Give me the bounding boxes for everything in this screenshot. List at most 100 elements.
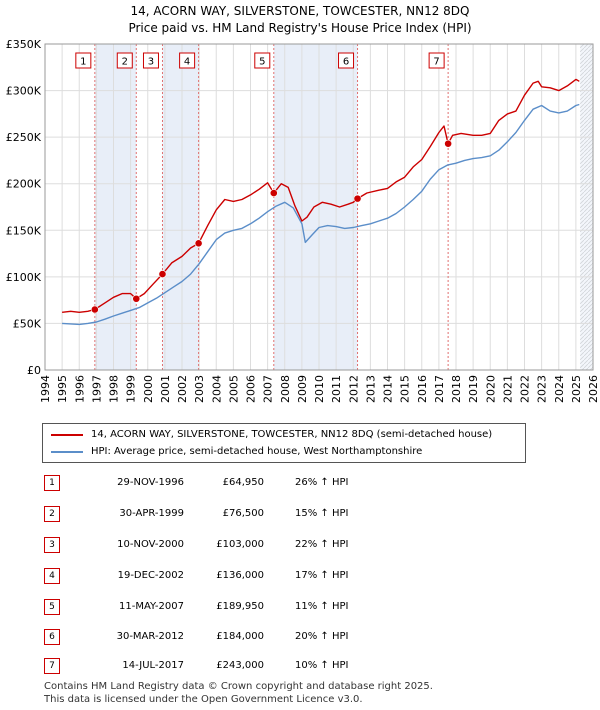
chart-subtitle: Price paid vs. HM Land Registry's House … [128, 21, 472, 35]
y-tick-label: £250K [6, 131, 42, 144]
sale-price: £243,000 [216, 660, 264, 671]
sale-number-badge: 6 [44, 629, 60, 645]
sale-number-box [142, 52, 159, 69]
projection-region [580, 44, 593, 370]
sale-number-box [338, 52, 355, 69]
sale-number-badge: 3 [44, 537, 60, 553]
sale-date: 30-APR-1999 [119, 508, 184, 519]
table-row: 7 14-JUL-2017 £243,000 10% ↑ HPI [42, 657, 562, 675]
table-row: 3 10-NOV-2000 £103,000 22% ↑ HPI [42, 536, 562, 554]
x-tick-label: 2020 [484, 375, 497, 403]
property-series-line [62, 78, 580, 313]
x-tick-label: 2006 [245, 375, 258, 403]
x-tick-label: 2010 [313, 375, 326, 403]
table-row: 6 30-MAR-2012 £184,000 20% ↑ HPI [42, 628, 562, 646]
y-tick-label: £350K [6, 38, 42, 51]
legend-swatch-hpi [51, 451, 83, 453]
sale-number-badge: 5 [44, 599, 60, 615]
footer-licence: This data is licensed under the Open Gov… [44, 694, 363, 705]
sale-number-label: 2 [122, 57, 128, 68]
sale-number-label: 7 [433, 57, 439, 68]
x-tick-label: 1994 [39, 375, 52, 403]
sale-point [194, 239, 203, 248]
sale-number-box [428, 52, 445, 69]
sale-date: 19-DEC-2002 [117, 570, 184, 581]
chart-title-address: 14, ACORN WAY, SILVERSTONE, TOWCESTER, N… [130, 4, 470, 18]
sale-price: £184,000 [216, 631, 264, 642]
x-tick-label: 1995 [56, 375, 69, 403]
sale-point [158, 270, 167, 278]
sale-point [132, 294, 141, 303]
x-tick-label: 2025 [570, 375, 583, 403]
sale-number-box [75, 52, 92, 69]
sale-price: £76,500 [222, 508, 264, 519]
sale-number-badge: 2 [44, 506, 60, 522]
sale-hpi-diff: 26% ↑ HPI [295, 477, 349, 488]
ownership-band [162, 44, 199, 370]
sale-number-badge: 7 [44, 658, 60, 674]
x-tick-label: 2005 [227, 375, 240, 403]
sale-point [444, 139, 453, 148]
sale-price: £103,000 [216, 539, 264, 550]
x-tick-label: 2015 [399, 375, 412, 403]
legend-item-property: 14, ACORN WAY, SILVERSTONE, TOWCESTER, N… [51, 428, 492, 442]
sale-number-box [179, 52, 196, 69]
sale-number-label: 5 [259, 57, 265, 68]
sale-price: £64,950 [222, 477, 264, 488]
x-tick-label: 2008 [279, 375, 292, 403]
sale-hpi-diff: 15% ↑ HPI [295, 508, 349, 519]
hpi-series-line [62, 103, 580, 326]
sale-date: 14-JUL-2017 [122, 660, 184, 671]
sale-point [269, 189, 278, 197]
sale-hpi-diff: 11% ↑ HPI [295, 601, 349, 612]
y-tick-label: £50K [13, 317, 42, 330]
sale-number-box [116, 52, 133, 69]
y-tick-label: £300K [6, 85, 42, 98]
x-tick-label: 2009 [296, 375, 309, 403]
footer-copyright: Contains HM Land Registry data © Crown c… [44, 681, 433, 692]
sale-number-label: 3 [148, 57, 154, 68]
y-tick-label: £100K [6, 271, 42, 284]
x-tick-label: 1996 [73, 375, 86, 403]
y-tick-label: £0 [27, 364, 41, 377]
x-tick-label: 2000 [142, 375, 155, 403]
table-row: 2 30-APR-1999 £76,500 15% ↑ HPI [42, 505, 562, 523]
table-row: 1 29-NOV-1996 £64,950 26% ↑ HPI [42, 474, 562, 492]
sale-hpi-diff: 10% ↑ HPI [295, 660, 349, 671]
sale-hpi-diff: 17% ↑ HPI [295, 570, 349, 581]
x-tick-label: 2013 [364, 375, 377, 403]
sale-number-label: 1 [80, 57, 86, 68]
sale-price: £189,950 [216, 601, 264, 612]
x-tick-label: 2021 [501, 375, 514, 403]
legend-label-property: 14, ACORN WAY, SILVERSTONE, TOWCESTER, N… [91, 429, 493, 440]
y-tick-label: £150K [6, 224, 42, 237]
x-tick-label: 2007 [262, 375, 275, 403]
sale-number-label: 4 [184, 57, 190, 68]
table-row: 5 11-MAY-2007 £189,950 11% ↑ HPI [42, 598, 562, 616]
plot-frame [44, 43, 594, 371]
sale-number-badge: 1 [44, 475, 60, 491]
x-tick-label: 2024 [553, 375, 566, 403]
sale-hpi-diff: 22% ↑ HPI [295, 539, 349, 550]
y-tick-label: £200K [6, 178, 42, 191]
x-tick-label: 2014 [382, 375, 395, 403]
sale-date: 30-MAR-2012 [116, 631, 184, 642]
sale-hpi-diff: 20% ↑ HPI [295, 631, 349, 642]
x-tick-label: 2022 [519, 375, 532, 403]
x-tick-label: 2012 [347, 375, 360, 403]
x-tick-label: 2023 [536, 375, 549, 403]
x-tick-label: 1997 [90, 375, 103, 403]
sale-number-label: 6 [343, 57, 349, 68]
x-tick-label: 2001 [159, 375, 172, 403]
x-tick-label: 2026 [587, 375, 600, 403]
chart-legend: 14, ACORN WAY, SILVERSTONE, TOWCESTER, N… [42, 423, 526, 463]
price-chart: 1 2 3 4 5 6 7 £0 £50K £100K £150K £200K £250K £300K £3… [6, 38, 600, 403]
sale-date: 11-MAY-2007 [118, 601, 184, 612]
sale-date: 29-NOV-1996 [117, 477, 184, 488]
sale-date: 10-NOV-2000 [117, 539, 184, 550]
sale-number-box [254, 52, 271, 69]
x-tick-label: 2016 [416, 375, 429, 403]
x-tick-label: 2019 [467, 375, 480, 403]
legend-swatch-property [51, 434, 83, 436]
x-tick-label: 1999 [125, 375, 138, 403]
